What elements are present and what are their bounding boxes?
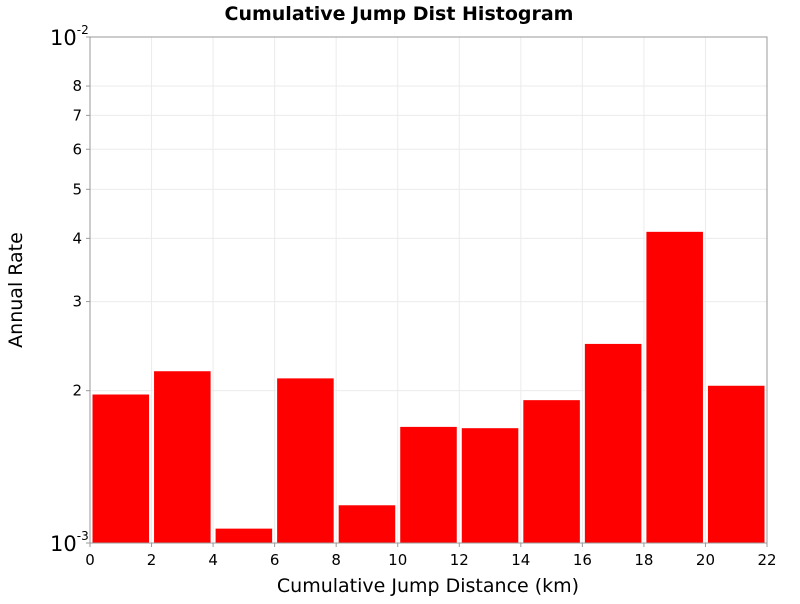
histogram-bar <box>399 425 458 544</box>
y-tick-base: 10 <box>50 532 77 556</box>
histogram-bar <box>645 230 704 544</box>
y-tick-label: 6 <box>72 140 82 158</box>
histogram-bar <box>583 342 643 544</box>
histogram-bar <box>276 377 335 544</box>
y-tick-label: 7 <box>72 106 82 124</box>
x-tick-layer: 0 2 4 6 8 10 12 14 16 18 20 22 <box>85 543 777 569</box>
y-tick-label: 10-3 <box>50 529 89 556</box>
x-tick-label: 12 <box>450 551 469 569</box>
y-tick-label: 2 <box>72 382 82 400</box>
histogram-bar <box>522 399 581 544</box>
y-tick-label: 8 <box>72 77 82 95</box>
chart-title: Cumulative Jump Dist Histogram <box>225 3 574 25</box>
histogram-bar <box>153 370 212 544</box>
histogram-bar <box>460 427 520 544</box>
x-tick-label: 8 <box>331 551 341 569</box>
x-tick-label: 0 <box>85 551 95 569</box>
x-axis-label: Cumulative Jump Distance (km) <box>277 575 579 597</box>
y-tick-label: 10-2 <box>50 23 89 50</box>
y-tick-label: 5 <box>72 180 82 198</box>
histogram-bar <box>214 527 274 544</box>
plot-frame <box>89 36 768 544</box>
y-tick-exponent: -2 <box>77 23 89 37</box>
x-tick-label: 20 <box>696 551 715 569</box>
x-tick-label: 10 <box>388 551 407 569</box>
y-tick-label: 4 <box>72 229 82 247</box>
y-tick-label: 3 <box>72 293 82 311</box>
x-tick-label: 2 <box>147 551 157 569</box>
y-tick-exponent: -3 <box>77 529 89 543</box>
y-tick-base: 10 <box>50 26 77 50</box>
x-tick-label: 22 <box>757 551 776 569</box>
y-axis-label: Annual Rate <box>5 232 27 348</box>
x-tick-label: 16 <box>573 551 592 569</box>
histogram-bar <box>337 504 397 544</box>
x-tick-label: 4 <box>208 551 218 569</box>
histogram-bar <box>91 393 151 544</box>
histogram-bar <box>706 384 766 544</box>
x-tick-label: 18 <box>634 551 653 569</box>
x-tick-label: 14 <box>511 551 530 569</box>
x-tick-label: 6 <box>270 551 280 569</box>
bar-layer <box>91 230 766 544</box>
